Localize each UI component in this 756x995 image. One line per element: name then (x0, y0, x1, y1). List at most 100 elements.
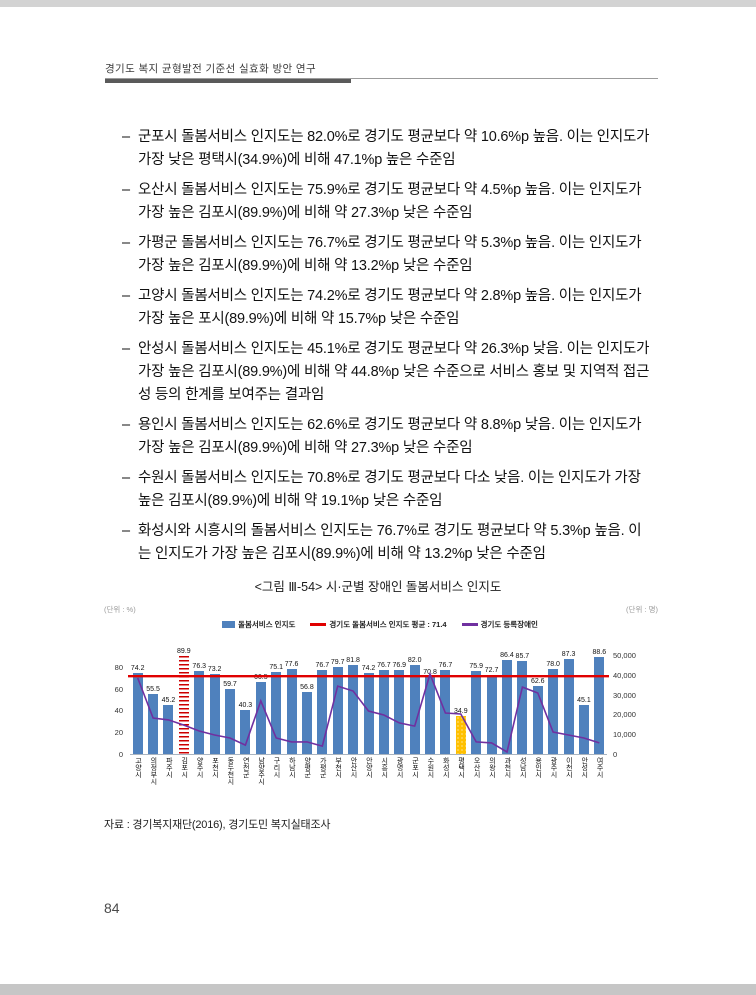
bar-value-label: 40.3 (238, 702, 253, 710)
chart-legend: 돌봄서비스 인지도 경기도 돌봄서비스 인지도 평균 : 71.4 경기도 등록장애… (100, 619, 660, 630)
bar-value-label: 86.4 (500, 651, 514, 659)
bar-value-label: 79.7 (330, 659, 345, 667)
bullet-item: – 수원시 돌봄서비스 인지도는 70.8%로 경기도 평균보다 다소 낮음. 이… (122, 467, 654, 513)
bar-value-label: 75.9 (469, 663, 484, 671)
right-axis-tick: 50,000 (613, 651, 636, 660)
bar-value-label: 89.9 (177, 648, 191, 656)
left-axis-tick: 80 (114, 662, 123, 672)
x-axis-label: 구리시 (273, 757, 280, 778)
legend-label: 경기도 돌봄서비스 인지도 평균 : 71.4 (329, 620, 447, 629)
page-top-band (0, 0, 756, 7)
x-axis-label: 남양주시 (257, 757, 265, 785)
x-axis-label: 광주시 (549, 757, 557, 778)
bar-구리시 (271, 672, 282, 754)
x-axis-label: 오산시 (473, 757, 481, 778)
legend-swatch-line (461, 623, 478, 626)
bar-value-label: 76.3 (192, 662, 207, 670)
bar-value-label: 81.8 (346, 656, 360, 664)
left-axis-tick: 40 (114, 706, 123, 716)
bar-안성시 (578, 704, 589, 754)
bar-광주시 (548, 668, 559, 754)
left-axis-tick: 20 (114, 728, 123, 738)
bar-value-label: 55.5 (146, 685, 160, 693)
bar-오산시 (471, 671, 482, 754)
bar-value-label: 82.0 (407, 656, 422, 664)
bar-value-label: 56.8 (300, 684, 314, 692)
x-axis-label: 안산시 (349, 757, 357, 778)
x-axis-label: 의왕시 (488, 757, 496, 778)
legend-label: 돌봄서비스 인지도 (238, 620, 296, 629)
right-axis-ticks: 0 10,000 20,000 30,000 40,000 50,000 (610, 645, 660, 759)
bar-value-label: 76.9 (392, 662, 407, 670)
bullet-item: – 군포시 돌봄서비스 인지도는 82.0%로 경기도 평균보다 약 10.6%p… (122, 126, 654, 172)
bar-파주시 (163, 704, 174, 754)
bullet-text: 화성시와 시흥시의 돌봄서비스 인지도는 76.7%로 경기도 평균보다 약 5… (138, 523, 642, 562)
bullet-text: 안성시 돌봄서비스 인지도는 45.1%로 경기도 평균보다 약 26.3%p … (138, 341, 650, 403)
legend-item: 경기도 등록장애인 (461, 619, 538, 630)
source-note: 자료 : 경기복지재단(2016), 경기도민 복지실태조사 (104, 819, 331, 831)
bar-value-label: 85.7 (515, 652, 530, 660)
header-rule-thick (105, 79, 351, 83)
bullet-text: 수원시 돌봄서비스 인지도는 70.8%로 경기도 평균보다 다소 낮음. 이는… (138, 470, 641, 509)
bar-연천군 (240, 710, 251, 754)
plot-area: 74.2 고양시 55.5 의정부시 45.2 파주시 89.9 김포시 76.3 양주시 73.2… (128, 645, 609, 785)
bar-value-label: 78.0 (546, 660, 560, 668)
right-axis-tick: 0 (613, 750, 618, 759)
bar-포천시 (209, 674, 220, 754)
x-axis-label: 고양시 (134, 757, 142, 778)
bar-안양시 (363, 673, 374, 754)
x-axis-label: 성남시 (519, 757, 527, 778)
x-axis-label: 양평군 (303, 757, 311, 778)
running-header-title: 경기도 복지 균형발전 기준선 실효화 방안 연구 (105, 63, 317, 75)
bar-value-label: 62.6 (530, 677, 545, 685)
bar-용인시 (532, 685, 543, 754)
x-axis-label: 안양시 (365, 757, 373, 778)
right-axis-tick: 20,000 (613, 710, 636, 720)
header-rule-thin (105, 78, 658, 79)
x-axis-label: 수원시 (426, 757, 434, 778)
bar-value-label: 76.7 (438, 662, 453, 670)
x-axis-label: 동두천시 (226, 757, 234, 785)
bar-안산시 (348, 664, 359, 754)
x-axis-label: 여주시 (596, 757, 604, 778)
line-series-overlay (128, 671, 609, 754)
page-number: 84 (104, 900, 120, 916)
bar-value-label: 88.6 (592, 649, 607, 657)
x-axis-label: 파주시 (165, 757, 173, 778)
x-axis-label: 하남시 (288, 757, 296, 778)
bar-수원시 (425, 676, 436, 754)
bullet-text: 군포시 돌봄서비스 인지도는 82.0%로 경기도 평균보다 약 10.6%p … (138, 129, 650, 168)
bar-군포시 (409, 664, 420, 754)
bullet-dash: – (122, 182, 131, 198)
bullet-dash: – (122, 417, 131, 433)
bullet-item: – 용인시 돌봄서비스 인지도는 62.6%로 경기도 평균보다 약 8.8%p … (122, 414, 654, 460)
x-axis-label: 가평군 (319, 757, 327, 778)
bar-부천시 (332, 667, 343, 754)
bar-고양시 (132, 673, 143, 754)
bullet-list: – 군포시 돌봄서비스 인지도는 82.0%로 경기도 평균보다 약 10.6%p… (122, 126, 654, 573)
bar-성남시 (517, 660, 528, 754)
bar-value-label: 76.7 (377, 662, 391, 670)
chart-unit-right-label: (단위 : 명) (626, 605, 658, 614)
x-axis-label: 안성시 (580, 757, 588, 778)
left-axis-ticks: 0 20 40 60 80 (100, 645, 126, 759)
bullet-dash: – (122, 129, 131, 145)
figure-caption: <그림 Ⅲ-54> 시·군별 장애인 돌봄서비스 인지도 (254, 580, 502, 594)
bar-평택시 (455, 715, 466, 754)
legend-swatch-hline (310, 623, 327, 626)
x-axis-label: 이천시 (565, 757, 573, 778)
bullet-dash: – (122, 235, 131, 251)
bar-value-label: 87.3 (561, 650, 576, 658)
bar-value-label: 74.2 (130, 665, 145, 673)
bar-김포시 (178, 656, 189, 754)
bar-과천시 (501, 659, 512, 754)
bar-value-label: 74.2 (361, 665, 376, 673)
chart-unit-left-label: (단위 : %) (104, 605, 136, 614)
bar-하남시 (286, 669, 297, 754)
legend-item: 경기도 돌봄서비스 인지도 평균 : 71.4 (310, 619, 447, 630)
bar-양주시 (194, 670, 205, 754)
x-axis-label: 부천시 (334, 757, 342, 778)
bar-광명시 (394, 670, 405, 754)
right-axis-tick: 40,000 (613, 670, 636, 680)
left-axis-tick: 60 (114, 684, 123, 694)
